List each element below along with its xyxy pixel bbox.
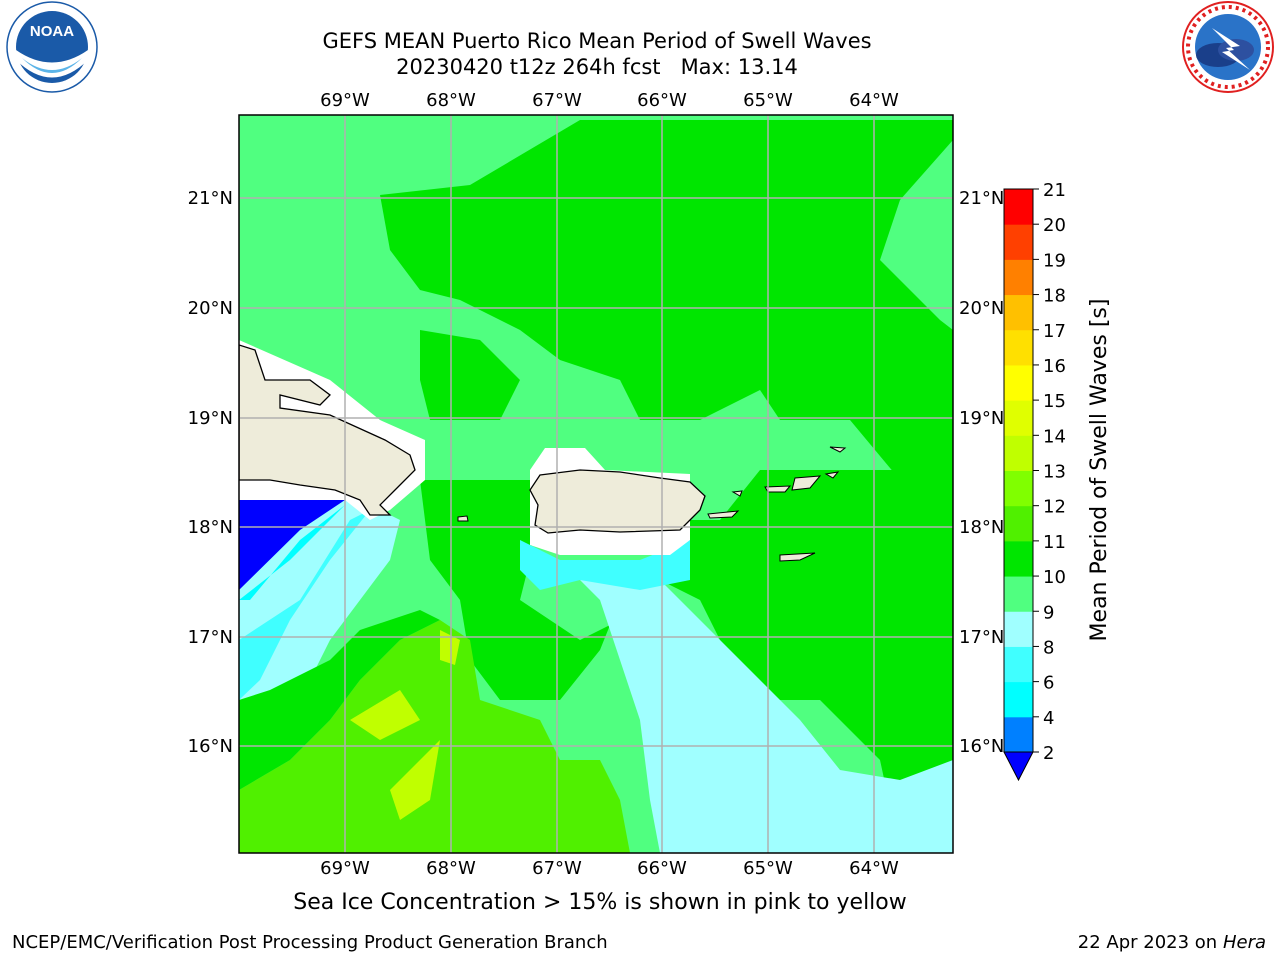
colorbar-tick-label: 20 bbox=[1043, 215, 1066, 236]
nws-logo bbox=[1182, 1, 1274, 93]
map-title-line2: 20230420 t12z 264h fcst Max: 13.14 bbox=[396, 55, 798, 79]
colorbar-tick-label: 9 bbox=[1043, 602, 1054, 623]
colorbar-tick-label: 14 bbox=[1043, 426, 1066, 447]
colorbar-label: Mean Period of Swell Waves [s] bbox=[1087, 299, 1112, 642]
lon-label-bottom: 69°W bbox=[320, 858, 370, 879]
lon-label-top: 66°W bbox=[637, 90, 687, 111]
colorbar-tick-label: 4 bbox=[1043, 708, 1054, 729]
lat-label-right: 20°N bbox=[959, 298, 1004, 319]
colorbar-bin bbox=[1004, 294, 1033, 331]
colorbar-bin bbox=[1004, 189, 1033, 225]
colorbar-bin bbox=[1004, 681, 1033, 718]
lat-label-right: 18°N bbox=[959, 517, 1004, 538]
colorbar-tick-label: 21 bbox=[1043, 180, 1066, 201]
colorbar-tick-label: 15 bbox=[1043, 391, 1066, 412]
colorbar-tick-label: 19 bbox=[1043, 250, 1066, 271]
lon-label-bottom: 68°W bbox=[426, 858, 476, 879]
colorbar-bin bbox=[1004, 259, 1033, 296]
lon-label-top: 67°W bbox=[532, 90, 582, 111]
colorbar-bin bbox=[1004, 716, 1033, 753]
lon-label-top: 64°W bbox=[849, 90, 899, 111]
colorbar-tick-label: 12 bbox=[1043, 497, 1066, 518]
lat-label-right: 21°N bbox=[959, 188, 1004, 209]
lon-label-top: 65°W bbox=[743, 90, 793, 111]
lat-label-left: 21°N bbox=[188, 188, 233, 209]
lat-label-right: 19°N bbox=[959, 408, 1004, 429]
lat-label-left: 19°N bbox=[188, 408, 233, 429]
host-name: Hera bbox=[1222, 932, 1266, 953]
noaa-logo-text: NOAA bbox=[30, 23, 74, 40]
issue-date: 22 Apr 2023 on Hera bbox=[1078, 932, 1266, 953]
lat-label-left: 18°N bbox=[188, 517, 233, 538]
lon-label-bottom: 65°W bbox=[743, 858, 793, 879]
colorbar-bin bbox=[1004, 611, 1033, 647]
colorbar-tick-label: 17 bbox=[1043, 321, 1066, 342]
colorbar-tick-label: 2 bbox=[1043, 743, 1054, 764]
colorbar-bin bbox=[1004, 400, 1033, 436]
swell-period-field bbox=[239, 115, 953, 853]
colorbar-bin bbox=[1004, 435, 1033, 471]
lat-label-left: 17°N bbox=[188, 627, 233, 648]
colorbar-tick-label: 8 bbox=[1043, 637, 1054, 658]
graticule bbox=[239, 115, 953, 853]
colorbar-bin bbox=[1004, 470, 1033, 507]
colorbar-tick-label: 10 bbox=[1043, 567, 1066, 588]
colorbar-tick-label: 6 bbox=[1043, 673, 1054, 694]
colorbar-bin bbox=[1004, 540, 1033, 577]
lat-label-left: 20°N bbox=[188, 298, 233, 319]
lat-label-right: 16°N bbox=[959, 736, 1004, 757]
sea-ice-note: Sea Ice Concentration > 15% is shown in … bbox=[293, 890, 907, 915]
lon-label-bottom: 66°W bbox=[637, 858, 687, 879]
colorbar-bin bbox=[1004, 646, 1033, 683]
colorbar-tick-label: 16 bbox=[1043, 356, 1066, 377]
colorbar-bin bbox=[1004, 576, 1033, 612]
lon-label-bottom: 64°W bbox=[849, 858, 899, 879]
colorbar-bin bbox=[1004, 224, 1033, 260]
colorbar-bin bbox=[1004, 364, 1033, 401]
colorbar-bin bbox=[1004, 329, 1033, 366]
contour-10-11 bbox=[380, 120, 953, 480]
lat-label-right: 17°N bbox=[959, 627, 1004, 648]
issue-date-text: 22 Apr 2023 on bbox=[1077, 932, 1223, 953]
noaa-logo: NOAA bbox=[6, 1, 98, 93]
colorbar-under-arrow bbox=[1003, 751, 1034, 782]
colorbar-tick-label: 11 bbox=[1043, 532, 1066, 553]
colorbar: 2 4 6 8 9 10 11 12 13 14 15 16 17 18 19 20 21 bbox=[1003, 180, 1066, 782]
colorbar-bin bbox=[1004, 505, 1033, 542]
producer-credit: NCEP/EMC/Verification Post Processing Pr… bbox=[12, 932, 608, 953]
lon-label-top: 68°W bbox=[426, 90, 476, 111]
lat-label-left: 16°N bbox=[188, 736, 233, 757]
map-frame bbox=[238, 114, 954, 854]
map-title-line1: GEFS MEAN Puerto Rico Mean Period of Swe… bbox=[322, 29, 872, 53]
lon-label-top: 69°W bbox=[320, 90, 370, 111]
colorbar-tick-label: 13 bbox=[1043, 462, 1066, 483]
lon-label-bottom: 67°W bbox=[532, 858, 582, 879]
colorbar-tick-label: 18 bbox=[1043, 286, 1066, 307]
